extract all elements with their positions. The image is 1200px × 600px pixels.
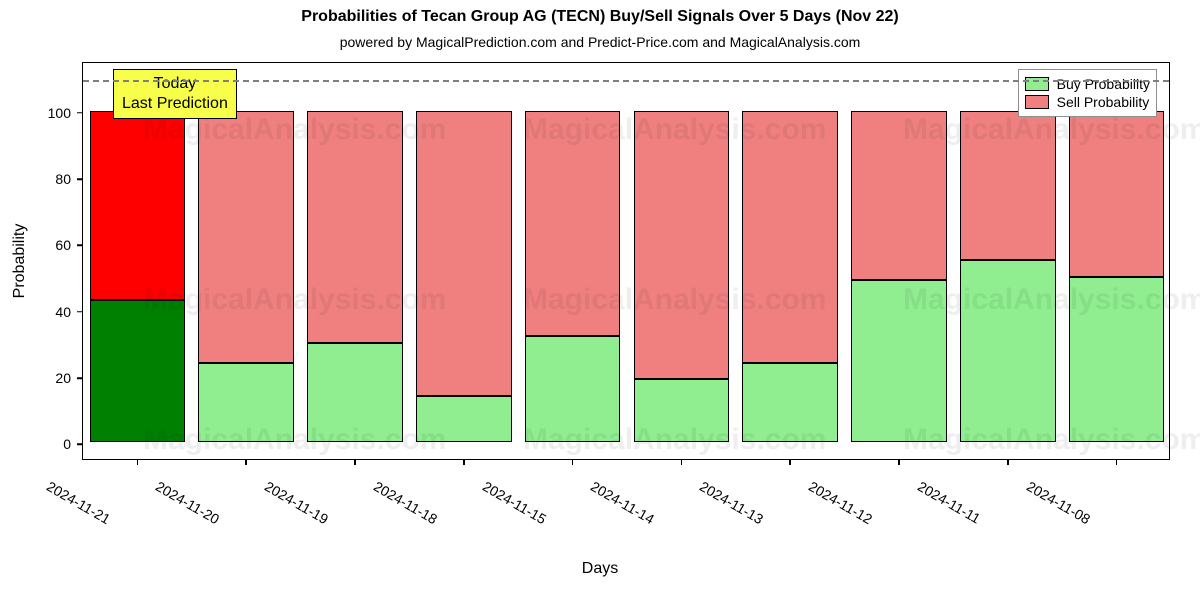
y-tick-label: 100 <box>48 105 83 121</box>
legend-label: Sell Probability <box>1057 94 1150 110</box>
x-tick-label: 2024-11-08 <box>1024 459 1104 527</box>
x-tick-label: 2024-11-15 <box>480 459 560 527</box>
x-axis-label: Days <box>0 560 1200 578</box>
sell-bar <box>742 111 838 363</box>
y-tick-label: 80 <box>55 171 83 187</box>
bar-group <box>198 61 294 459</box>
plot-area: MagicalAnalysis.comMagicalAnalysis.comMa… <box>82 62 1170 460</box>
buy-bar <box>307 343 403 443</box>
bar-group <box>525 61 621 459</box>
sell-bar <box>1069 111 1165 277</box>
sell-bar <box>307 111 403 343</box>
x-tick-label: 2024-11-19 <box>262 459 342 527</box>
buy-bar <box>851 280 947 443</box>
y-tick-label: 60 <box>55 237 83 253</box>
y-axis-label: Probability <box>11 224 29 299</box>
sell-bar <box>416 111 512 396</box>
x-tick-mark <box>137 459 139 465</box>
buy-bar <box>198 363 294 443</box>
bar-group <box>307 61 403 459</box>
sell-bar <box>525 111 621 337</box>
chart-title: Probabilities of Tecan Group AG (TECN) B… <box>0 8 1200 26</box>
x-tick-mark <box>245 459 247 465</box>
y-tick-label: 0 <box>63 436 83 452</box>
x-tick-label: 2024-11-20 <box>153 459 233 527</box>
buy-bar-today <box>90 300 186 443</box>
chart-subtitle: powered by MagicalPrediction.com and Pre… <box>0 34 1200 50</box>
x-tick-mark <box>463 459 465 465</box>
y-tick-label: 40 <box>55 304 83 320</box>
legend-label: Buy Probability <box>1057 76 1150 92</box>
bar-group <box>90 61 186 459</box>
legend-item: Sell Probability <box>1025 94 1150 110</box>
today-line1: Today <box>122 74 228 94</box>
figure: Probabilities of Tecan Group AG (TECN) B… <box>0 0 1200 600</box>
x-tick-mark <box>1007 459 1009 465</box>
today-annotation: Today Last Prediction <box>113 69 237 119</box>
buy-bar <box>742 363 838 443</box>
bar-group <box>742 61 838 459</box>
bars-layer <box>83 63 1169 459</box>
sell-bar <box>851 111 947 280</box>
bar-group <box>416 61 512 459</box>
x-tick-label: 2024-11-12 <box>806 459 886 527</box>
today-line2: Last Prediction <box>122 94 228 114</box>
bar-group <box>851 61 947 459</box>
buy-bar <box>1069 277 1165 443</box>
x-tick-mark <box>898 459 900 465</box>
x-tick-label: 2024-11-21 <box>44 459 124 527</box>
x-tick-label: 2024-11-11 <box>915 459 994 527</box>
x-tick-mark <box>354 459 356 465</box>
sell-bar <box>634 111 730 380</box>
grid-line <box>83 80 1169 82</box>
legend-swatch <box>1025 95 1049 109</box>
buy-bar <box>525 336 621 442</box>
x-tick-mark <box>572 459 574 465</box>
buy-bar <box>634 379 730 442</box>
x-tick-mark <box>789 459 791 465</box>
x-tick-mark <box>681 459 683 465</box>
y-tick-label: 20 <box>55 370 83 386</box>
buy-bar <box>960 260 1056 442</box>
bar-group <box>634 61 730 459</box>
bar-group <box>1069 61 1165 459</box>
sell-bar <box>198 111 294 363</box>
buy-bar <box>416 396 512 442</box>
x-tick-label: 2024-11-14 <box>588 459 668 527</box>
x-tick-label: 2024-11-18 <box>371 459 451 527</box>
legend: Buy Probability Sell Probability <box>1018 69 1157 117</box>
bar-group <box>960 61 1056 459</box>
x-tick-label: 2024-11-13 <box>697 459 777 527</box>
sell-bar-today <box>90 111 186 300</box>
x-tick-mark <box>1116 459 1118 465</box>
legend-item: Buy Probability <box>1025 76 1150 92</box>
sell-bar <box>960 111 1056 260</box>
